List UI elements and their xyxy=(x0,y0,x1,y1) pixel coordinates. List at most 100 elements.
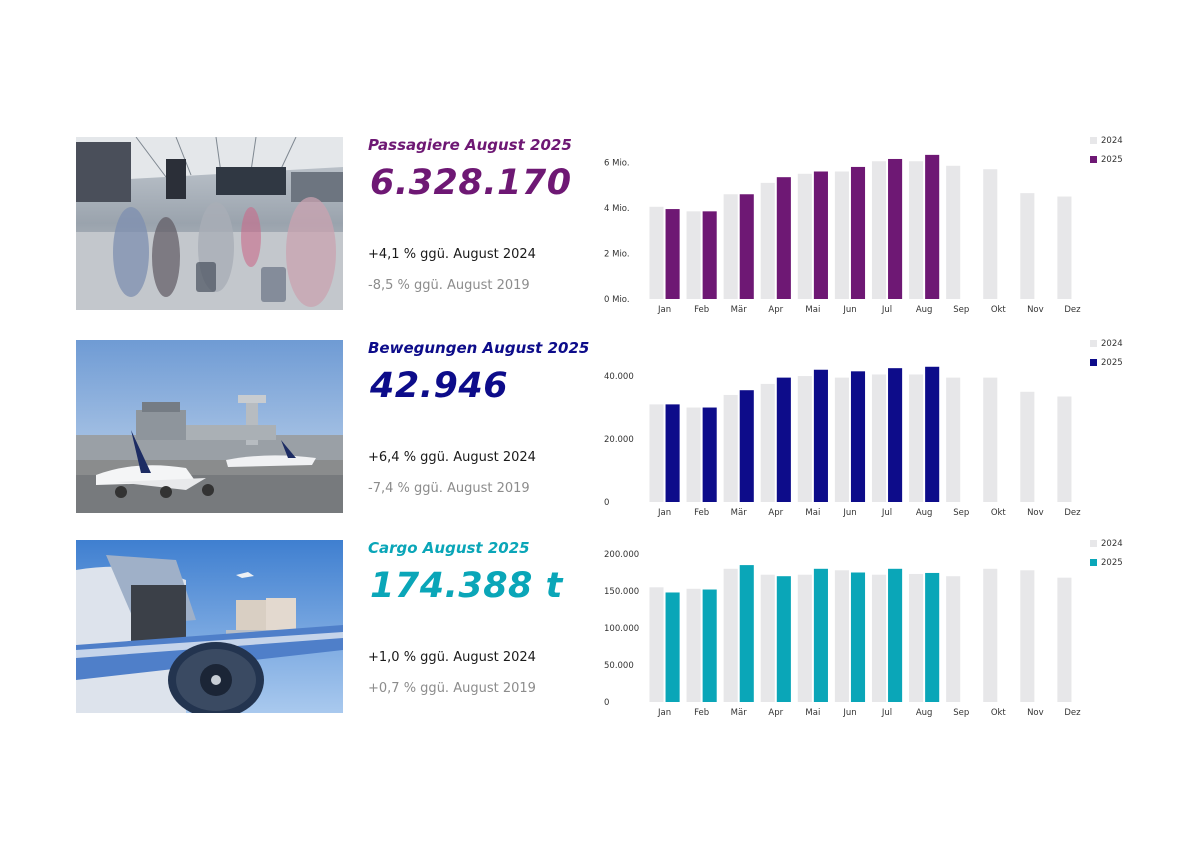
bar-2024-jul xyxy=(871,574,887,702)
x-tick-label: Jun xyxy=(842,708,856,718)
cargo-title: Cargo August 2025 xyxy=(368,539,530,557)
bar-2025-jan xyxy=(665,209,680,299)
y-tick-label: 40.000 xyxy=(604,372,634,382)
x-tick-label: Dez xyxy=(1064,508,1081,518)
bar-2025-feb xyxy=(702,407,717,502)
cargo-delta-2024: +1,0 % ggü. August 2024 xyxy=(368,650,536,665)
legend-label-2025: 2025 xyxy=(1101,558,1123,568)
legend-swatch-2024 xyxy=(1090,340,1097,347)
x-tick-label: Jun xyxy=(842,508,856,518)
bar-2025-mär xyxy=(739,390,754,502)
x-tick-label: Okt xyxy=(991,508,1007,518)
x-tick-label: Feb xyxy=(694,305,709,315)
bar-2024-dez xyxy=(1057,396,1072,502)
x-tick-label: Jul xyxy=(881,305,892,315)
x-tick-label: Aug xyxy=(916,305,933,315)
bar-2024-jun xyxy=(834,377,849,502)
x-tick-label: Jun xyxy=(842,305,856,315)
passagiere-kpi: Passagiere August 2025 6.328.170 +4,1 % … xyxy=(368,136,598,310)
legend-label-2024: 2024 xyxy=(1101,136,1123,146)
bar-2024-okt xyxy=(983,169,998,299)
bar-2024-jun xyxy=(834,171,849,299)
bewegungen-delta-2024: +6,4 % ggü. August 2024 xyxy=(368,450,536,465)
y-tick-label: 20.000 xyxy=(604,435,634,445)
x-tick-label: Jul xyxy=(881,508,892,518)
bar-2025-feb xyxy=(702,589,717,702)
x-tick-label: Okt xyxy=(991,708,1007,718)
x-tick-label: Sep xyxy=(953,305,969,315)
x-tick-label: Dez xyxy=(1064,305,1081,315)
bewegungen-value: 42.946 xyxy=(370,366,509,406)
bar-2025-jan xyxy=(665,592,680,702)
bewegungen-delta-2019: -7,4 % ggü. August 2019 xyxy=(368,481,530,496)
x-tick-label: Jan xyxy=(657,508,671,518)
bar-2025-jul xyxy=(888,368,903,502)
bar-2024-apr xyxy=(760,574,775,702)
y-tick-label: 0 xyxy=(604,498,609,508)
x-tick-label: Mär xyxy=(731,708,748,718)
bewegungen-kpi: Bewegungen August 2025 42.946 +6,4 % ggü… xyxy=(368,339,598,513)
bar-2024-sep xyxy=(946,576,961,702)
cargo-delta-2019: +0,7 % ggü. August 2019 xyxy=(368,681,536,696)
bar-2025-jun xyxy=(850,371,866,502)
x-tick-label: Aug xyxy=(916,708,933,718)
legend-swatch-2025 xyxy=(1090,559,1097,566)
y-tick-label: 2 Mio. xyxy=(604,249,630,259)
legend-label-2025: 2025 xyxy=(1101,358,1123,368)
passagiere-chart: 0 Mio. 2 Mio. 4 Mio. 6 Mio. Jan Feb Mär Apr Mai J… xyxy=(596,131,1126,321)
x-tick-label: Apr xyxy=(768,708,783,718)
passagiere-row: Passagiere August 2025 6.328.170 +4,1 % … xyxy=(76,136,1126,315)
bar-2025-aug xyxy=(925,572,940,702)
bar-2025-jan xyxy=(665,404,680,502)
bar-2024-mär xyxy=(723,568,738,702)
y-tick-label: 150.000 xyxy=(604,587,639,597)
x-tick-label: Sep xyxy=(953,508,969,518)
bar-2024-jan xyxy=(649,206,664,299)
legend-label-2024: 2024 xyxy=(1101,339,1123,349)
x-tick-label: Apr xyxy=(768,508,783,518)
bar-2025-feb xyxy=(702,211,717,299)
y-tick-label: 200.000 xyxy=(604,550,639,560)
x-tick-label: Sep xyxy=(953,708,969,718)
bar-2025-jun xyxy=(850,572,866,702)
airport-terminal-passengers-photo xyxy=(76,137,343,310)
x-tick-label: Mär xyxy=(731,305,748,315)
x-tick-label: Jan xyxy=(657,708,671,718)
y-tick-label: 0 xyxy=(604,698,609,708)
bar-2024-apr xyxy=(760,383,775,502)
bar-2024-feb xyxy=(686,588,701,702)
bar-2024-apr xyxy=(760,182,775,299)
bewegungen-title: Bewegungen August 2025 xyxy=(368,339,590,357)
passagiere-title: Passagiere August 2025 xyxy=(368,136,572,154)
bar-2025-jul xyxy=(888,158,903,299)
bar-2024-aug xyxy=(909,161,924,299)
bar-2024-feb xyxy=(686,407,701,502)
airport-apron-aircraft-photo xyxy=(76,340,343,513)
x-tick-label: Aug xyxy=(916,508,933,518)
x-tick-label: Mai xyxy=(805,305,820,315)
bar-2024-mai xyxy=(797,574,812,702)
y-tick-label: 4 Mio. xyxy=(604,204,630,214)
legend-swatch-2024 xyxy=(1090,540,1097,547)
cargo-aircraft-loading-photo xyxy=(76,540,343,713)
legend-label-2024: 2024 xyxy=(1101,539,1123,549)
bar-2024-jun xyxy=(834,570,849,702)
bar-2025-mai xyxy=(813,568,828,702)
bar-2024-jul xyxy=(871,374,887,502)
cargo-row: Cargo August 2025 174.388 t +1,0 % ggü. … xyxy=(76,539,1126,718)
passagiere-delta-2024: +4,1 % ggü. August 2024 xyxy=(368,247,536,262)
bewegungen-chart: 0 20.000 40.000 Jan Feb Mär Apr Mai Jun Jul Aug Sep… xyxy=(596,334,1126,524)
x-tick-label: Nov xyxy=(1027,508,1044,518)
bar-2024-jan xyxy=(649,404,664,502)
x-tick-label: Nov xyxy=(1027,708,1044,718)
bar-2024-okt xyxy=(983,377,998,502)
bar-2024-nov xyxy=(1020,193,1035,299)
bar-2024-dez xyxy=(1057,577,1072,702)
bar-2025-apr xyxy=(776,576,791,702)
bar-2024-feb xyxy=(686,211,701,299)
bar-2024-nov xyxy=(1020,570,1035,702)
legend-swatch-2025 xyxy=(1090,156,1097,163)
bar-2025-jun xyxy=(850,166,866,299)
bar-2025-apr xyxy=(776,377,791,502)
chart-svg: 0 20.000 40.000 Jan Feb Mär Apr Mai Jun Jul Aug Sep… xyxy=(604,339,1123,518)
